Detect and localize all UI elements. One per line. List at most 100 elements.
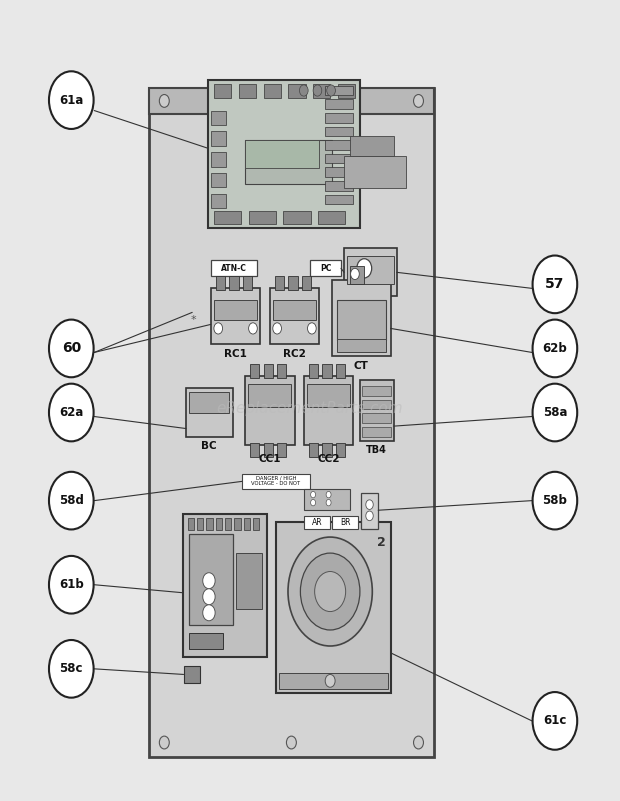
Circle shape bbox=[203, 573, 215, 589]
Text: 62a: 62a bbox=[59, 406, 84, 419]
Text: 61b: 61b bbox=[59, 578, 84, 591]
Circle shape bbox=[533, 692, 577, 750]
Bar bbox=[350, 136, 394, 156]
Bar bbox=[206, 518, 213, 530]
Bar bbox=[208, 80, 360, 228]
Circle shape bbox=[326, 491, 331, 497]
Bar bbox=[211, 288, 260, 344]
Text: BC: BC bbox=[202, 441, 217, 451]
Bar bbox=[211, 152, 226, 167]
Bar bbox=[336, 443, 345, 457]
Text: CC2: CC2 bbox=[317, 454, 340, 464]
Circle shape bbox=[311, 500, 316, 506]
Circle shape bbox=[49, 556, 94, 614]
Text: RC1: RC1 bbox=[224, 349, 247, 359]
Bar bbox=[326, 127, 353, 136]
Bar bbox=[234, 518, 241, 530]
Bar bbox=[304, 516, 330, 529]
Text: BR: BR bbox=[340, 517, 350, 527]
Circle shape bbox=[49, 71, 94, 129]
Circle shape bbox=[313, 85, 322, 96]
Bar bbox=[338, 84, 355, 98]
Bar bbox=[189, 534, 232, 625]
Bar bbox=[249, 211, 276, 224]
Bar bbox=[326, 167, 353, 177]
Circle shape bbox=[314, 572, 346, 612]
Bar bbox=[243, 276, 252, 290]
Text: eReplacementParts.com: eReplacementParts.com bbox=[216, 401, 404, 416]
Bar bbox=[344, 156, 406, 188]
Bar bbox=[216, 276, 225, 290]
Bar bbox=[244, 518, 250, 530]
Bar bbox=[277, 364, 286, 378]
Circle shape bbox=[533, 472, 577, 529]
Circle shape bbox=[203, 589, 215, 605]
Text: TB4: TB4 bbox=[366, 445, 387, 455]
Bar bbox=[189, 633, 223, 649]
Bar bbox=[253, 518, 259, 530]
Circle shape bbox=[249, 323, 257, 334]
Circle shape bbox=[159, 95, 169, 107]
Bar bbox=[250, 443, 259, 457]
Bar bbox=[273, 300, 316, 320]
Bar bbox=[307, 384, 350, 406]
Circle shape bbox=[311, 491, 316, 497]
Bar bbox=[310, 260, 341, 276]
Bar bbox=[264, 443, 273, 457]
Bar bbox=[183, 514, 267, 657]
Bar bbox=[216, 518, 222, 530]
Bar bbox=[245, 376, 294, 445]
Circle shape bbox=[326, 500, 331, 506]
Circle shape bbox=[273, 323, 281, 334]
Bar bbox=[245, 140, 332, 184]
Text: ATN-C: ATN-C bbox=[221, 264, 247, 273]
Bar bbox=[214, 84, 231, 98]
Circle shape bbox=[357, 259, 372, 278]
Bar bbox=[326, 195, 353, 204]
Circle shape bbox=[49, 320, 94, 377]
Text: 2: 2 bbox=[377, 536, 386, 549]
Bar bbox=[326, 140, 353, 150]
Bar bbox=[309, 364, 318, 378]
Bar bbox=[362, 400, 391, 409]
Bar bbox=[326, 86, 353, 95]
Bar bbox=[189, 392, 229, 413]
Circle shape bbox=[49, 472, 94, 529]
Bar bbox=[326, 181, 353, 191]
Circle shape bbox=[308, 323, 316, 334]
Text: 62b: 62b bbox=[542, 342, 567, 355]
Bar bbox=[184, 666, 200, 683]
Bar bbox=[270, 288, 319, 344]
Circle shape bbox=[351, 268, 359, 280]
Text: 58c: 58c bbox=[60, 662, 83, 675]
Circle shape bbox=[300, 553, 360, 630]
Text: *: * bbox=[190, 316, 197, 325]
Bar bbox=[248, 384, 291, 406]
Bar bbox=[236, 553, 262, 609]
Bar bbox=[337, 339, 386, 352]
Bar bbox=[288, 276, 298, 290]
Bar bbox=[214, 300, 257, 320]
Circle shape bbox=[414, 95, 423, 107]
Bar bbox=[347, 256, 394, 284]
Bar bbox=[326, 154, 353, 163]
Bar bbox=[326, 113, 353, 123]
Bar bbox=[229, 276, 239, 290]
Bar bbox=[360, 380, 394, 441]
Bar bbox=[318, 211, 345, 224]
Text: AR: AR bbox=[312, 517, 322, 527]
Bar bbox=[186, 388, 232, 437]
Bar bbox=[326, 99, 353, 109]
Circle shape bbox=[49, 384, 94, 441]
Bar bbox=[264, 364, 273, 378]
Text: 58a: 58a bbox=[542, 406, 567, 419]
Text: VOLTAGE - DO NOT: VOLTAGE - DO NOT bbox=[251, 481, 301, 486]
Bar bbox=[264, 84, 281, 98]
Circle shape bbox=[533, 320, 577, 377]
Circle shape bbox=[159, 736, 169, 749]
Circle shape bbox=[325, 674, 335, 687]
Bar bbox=[245, 140, 319, 168]
Circle shape bbox=[288, 537, 372, 646]
Bar bbox=[277, 443, 286, 457]
Bar bbox=[149, 88, 434, 757]
